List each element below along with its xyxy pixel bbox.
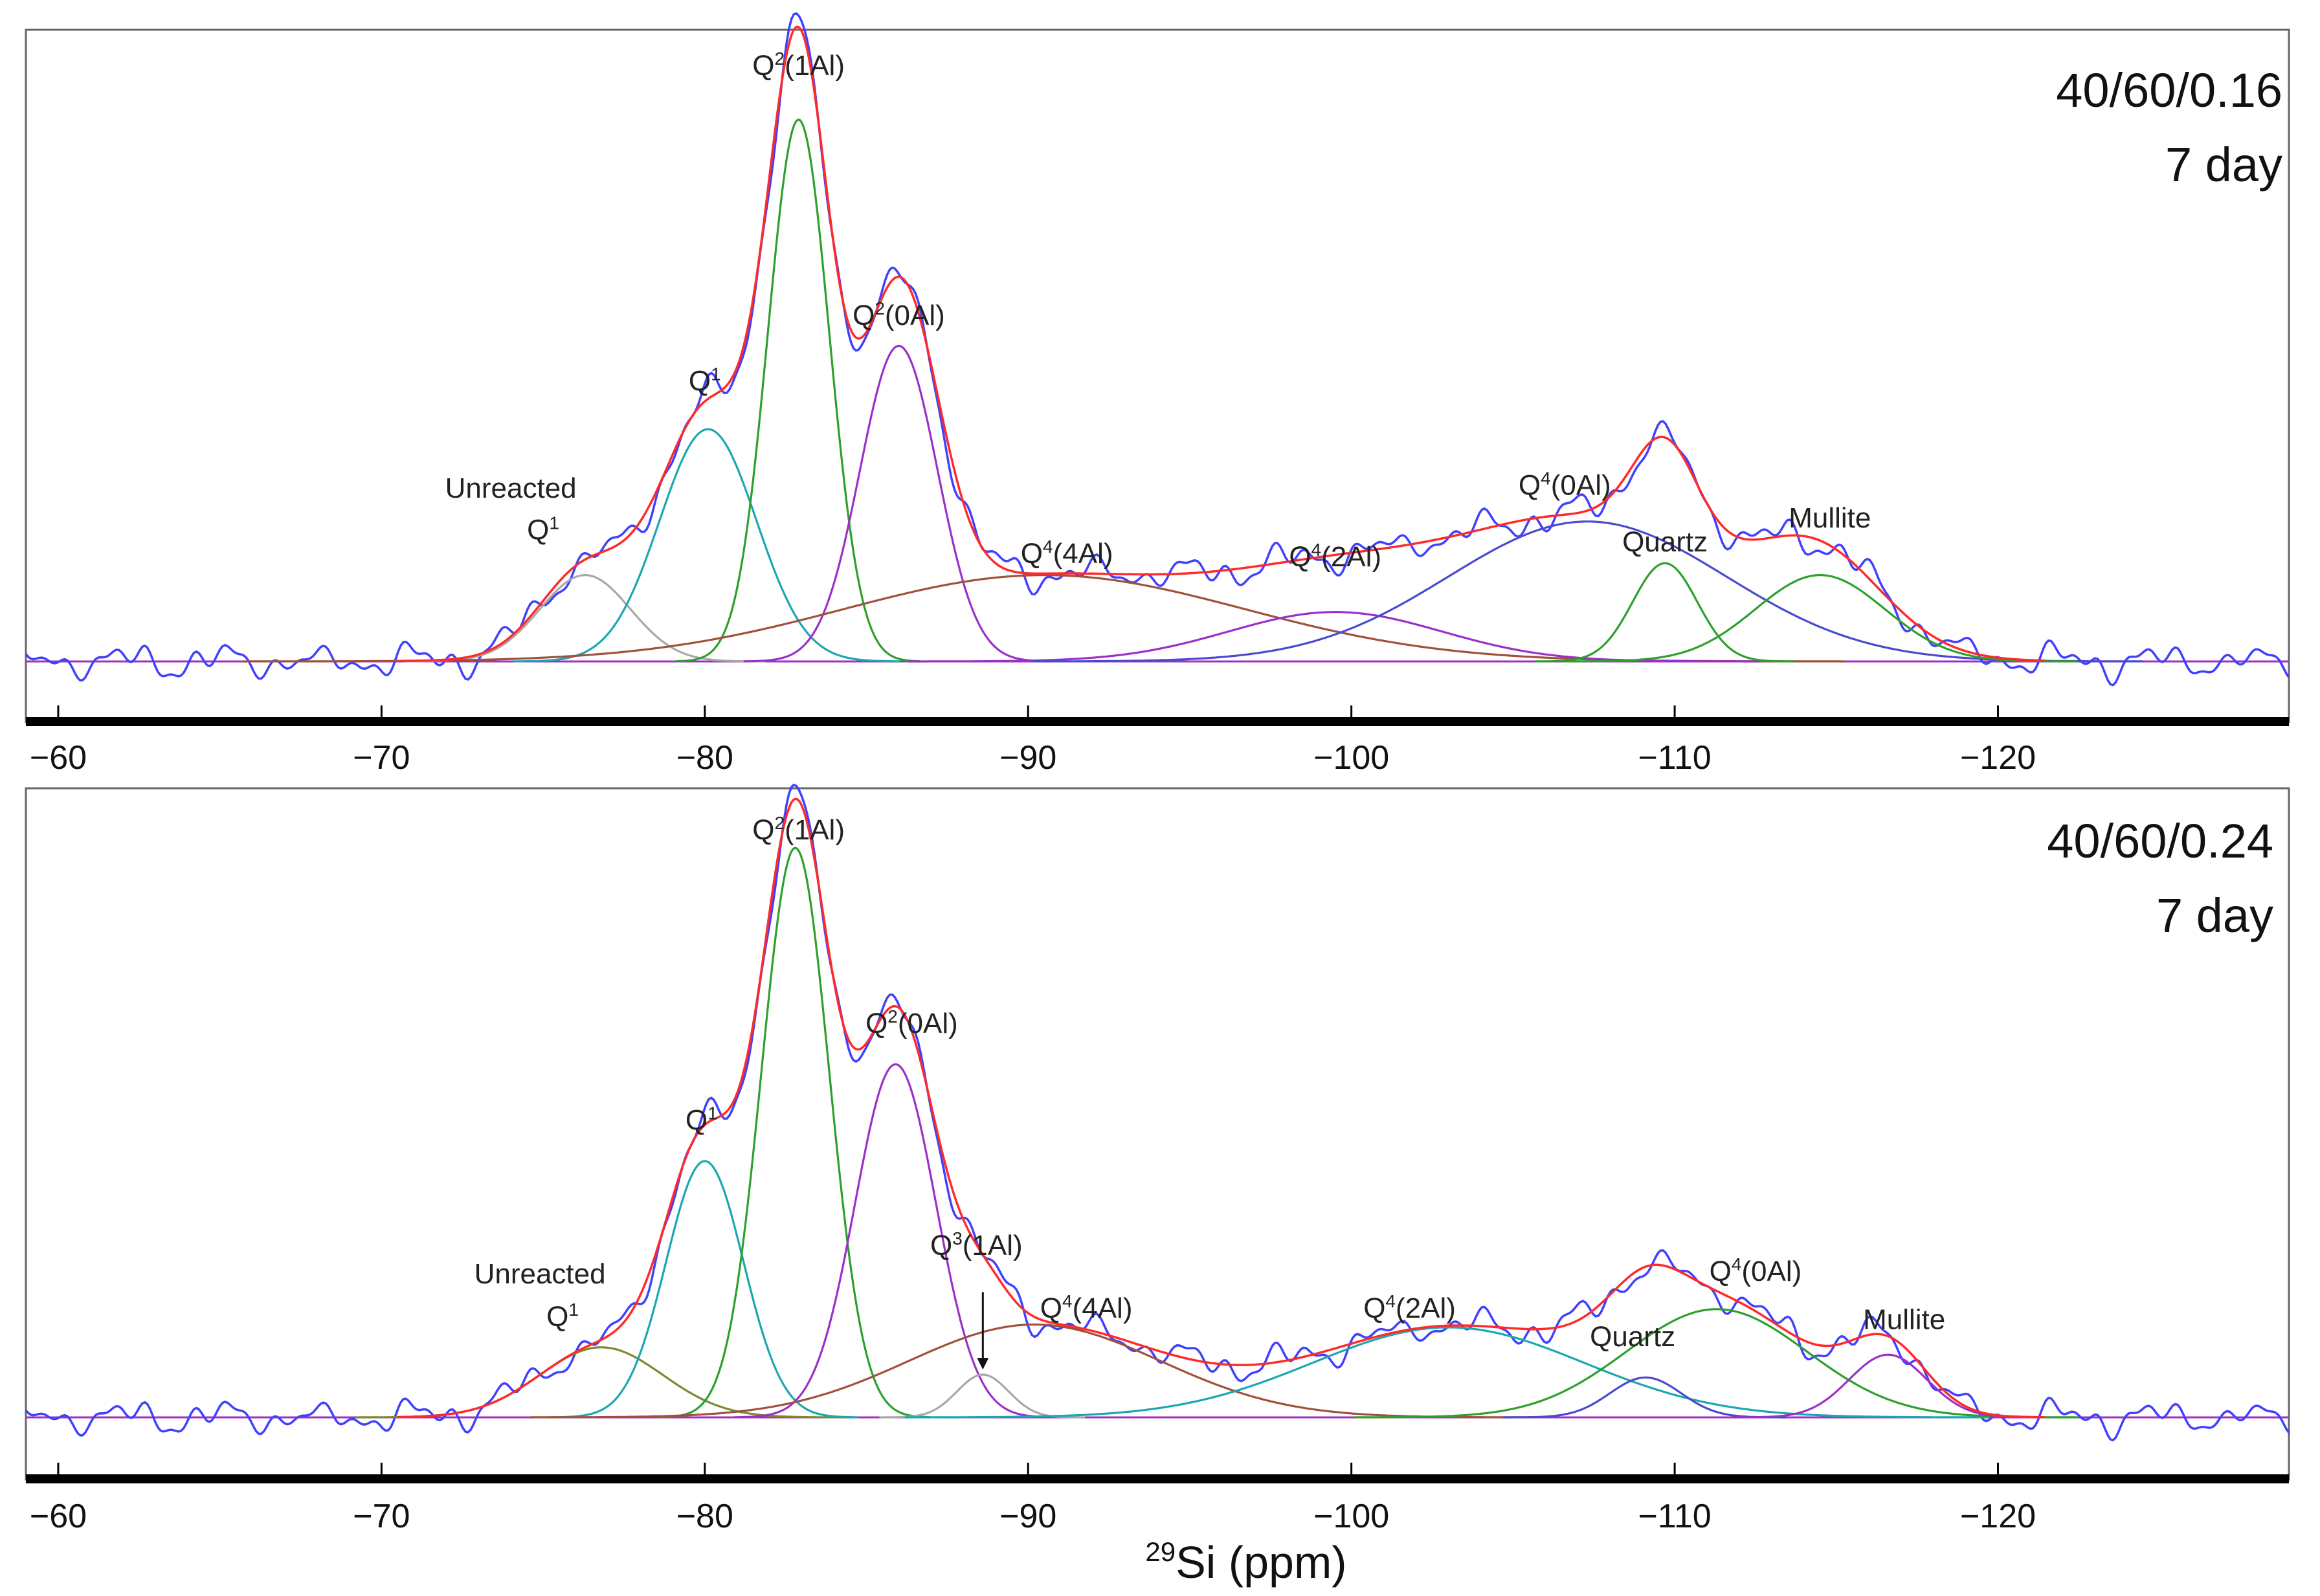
peak-label: Mullite	[1789, 502, 1871, 534]
peak-label: Q1	[686, 1103, 718, 1136]
component-peak-q4-0al	[1354, 1308, 2079, 1419]
fitted-sum-line	[397, 797, 2045, 1419]
peak-label: Q1	[546, 1300, 579, 1333]
component-peak-q2-0al	[743, 344, 1053, 663]
component-peak-mullite	[1561, 574, 2078, 663]
x-tick-label: −70	[353, 1498, 410, 1535]
x-tick-label: −80	[676, 739, 733, 777]
peak-label: Quartz	[1622, 526, 1708, 558]
panel-frame	[25, 787, 2290, 1481]
peak-label: Q4(4Al)	[1040, 1291, 1133, 1324]
age-label: 7 day	[2156, 889, 2273, 942]
component-peak-quartz	[1535, 562, 1794, 663]
peak-label: Q4(2Al)	[1289, 540, 1381, 573]
x-tick-label: −110	[1638, 739, 1711, 777]
x-tick-label: −60	[30, 739, 87, 777]
component-peak-mullite	[1733, 1353, 2042, 1419]
x-tick-label: −100	[1313, 1498, 1389, 1535]
peak-label: Q2(1Al)	[752, 813, 845, 846]
x-tick-label: −90	[999, 1498, 1056, 1535]
component-peak-q2-1al	[659, 847, 930, 1419]
component-peak-q1	[550, 1160, 858, 1419]
x-tick-label: −120	[1960, 1498, 2036, 1535]
peak-label: Q3(1Al)	[930, 1228, 1023, 1261]
component-peak-q4-2al	[908, 610, 1760, 663]
peak-label: Q1	[527, 513, 559, 546]
peak-label: Q1	[689, 364, 721, 397]
component-peak-q4-4al	[242, 574, 1845, 663]
panel-frame	[25, 28, 2290, 724]
experimental-spectrum-line	[25, 12, 2290, 687]
x-axis-bar	[26, 717, 2289, 726]
fitted-sum-line	[397, 25, 2045, 662]
spectrum-panel-bottom: 40/60/0.24 7 day −60 −70 −80 −90 −100 −110 −12…	[25, 783, 2290, 1535]
sample-label: 40/60/0.16	[2056, 63, 2282, 117]
peak-label: Q4(0Al)	[1710, 1254, 1802, 1287]
peak-label: Unreacted	[474, 1258, 606, 1290]
x-tick-label: −80	[676, 1498, 733, 1535]
peak-label: Unreacted	[445, 472, 577, 504]
age-label: 7 day	[2165, 138, 2282, 192]
peak-label: Q4(4Al)	[1021, 537, 1113, 570]
component-peak-quartz	[1503, 1376, 1787, 1419]
x-tick-label: −60	[30, 1498, 87, 1535]
sample-label: 40/60/0.24	[2047, 814, 2273, 868]
component-peak-q4-2al	[905, 1326, 1990, 1419]
experimental-spectrum-line	[25, 783, 2290, 1441]
x-tick-label: −120	[1960, 739, 2036, 777]
component-peak-q2-1al	[675, 118, 920, 663]
component-peak-q4-0al	[1031, 520, 2143, 663]
x-axis-title: 29Si (ppm)	[1145, 1536, 1346, 1588]
component-peak-q2-0al	[733, 1063, 1056, 1419]
peak-label: Q2(0Al)	[853, 298, 945, 331]
peak-label: Q2(1Al)	[752, 49, 845, 82]
x-tick-label: −110	[1638, 1498, 1711, 1535]
x-tick-label: −90	[999, 739, 1056, 777]
x-axis-bar	[26, 1474, 2289, 1483]
peak-label: Quartz	[1590, 1321, 1675, 1353]
peak-label: Mullite	[1863, 1304, 1945, 1336]
peak-label: Q2(0Al)	[865, 1006, 958, 1039]
x-tick-label: −70	[353, 739, 410, 777]
spectrum-panel-top: 40/60/0.16 7 day −60 −70 −80 −90 −100 −110 −12…	[25, 12, 2290, 777]
peak-label: Q4(2Al)	[1363, 1291, 1456, 1324]
peak-label: Q4(0Al)	[1519, 468, 1611, 501]
x-tick-label: −100	[1313, 739, 1389, 777]
component-peak-unreacted-q1	[404, 573, 765, 663]
component-peak-q4-4al	[530, 1324, 1537, 1419]
